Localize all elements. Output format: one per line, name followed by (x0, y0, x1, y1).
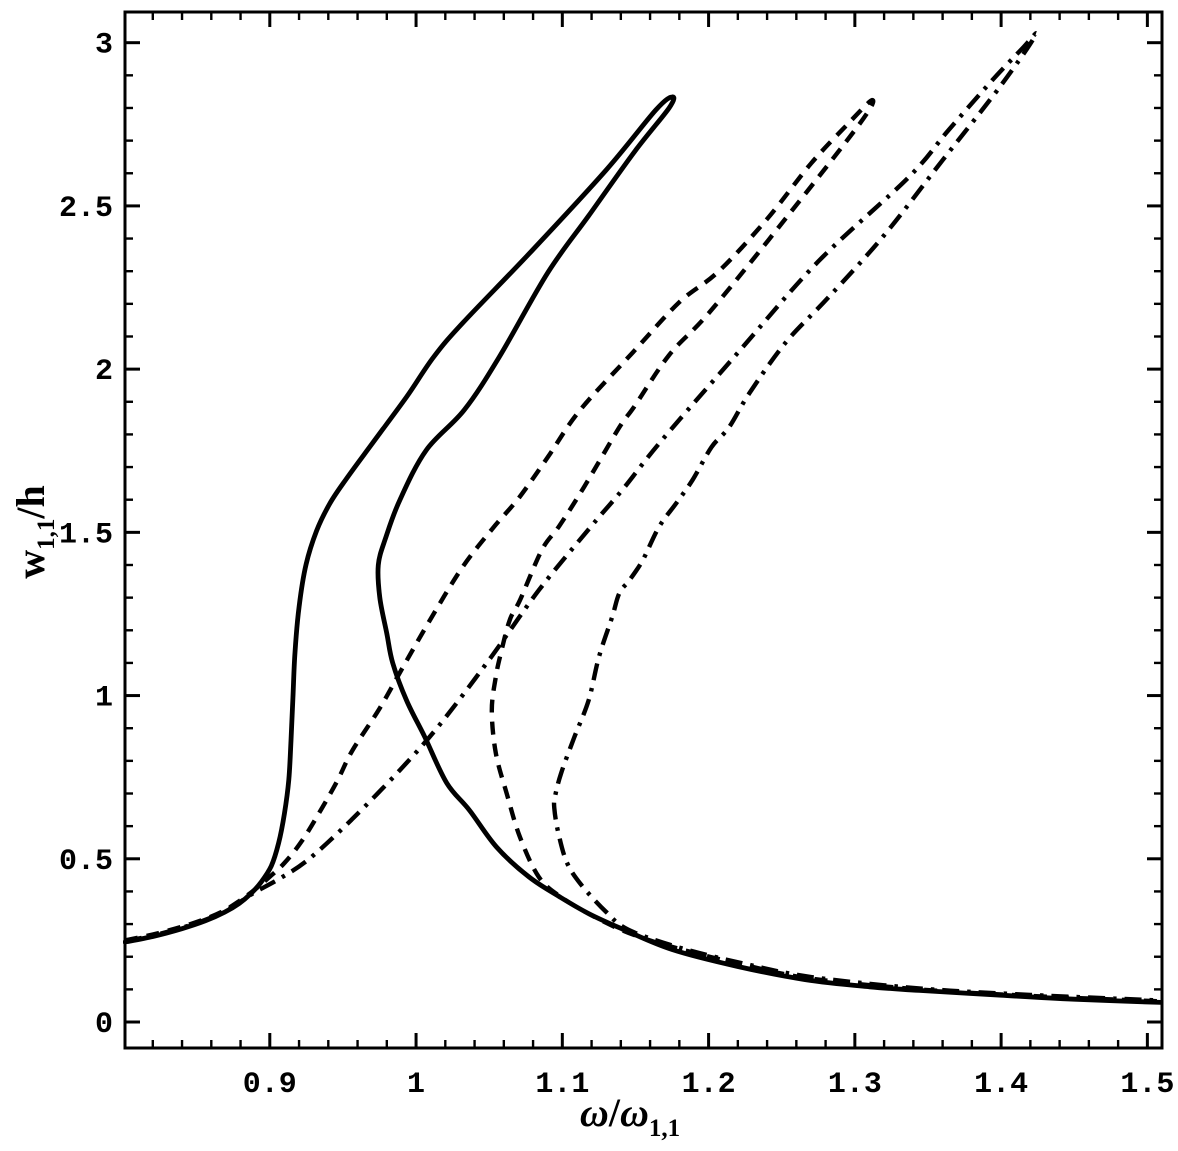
x-axis-title-subscript: 1,1 (649, 1115, 680, 1142)
x-tick-label: 0.9 (243, 1068, 297, 1102)
y-axis-title-subscript: 1,1 (33, 519, 60, 550)
x-axis-title-omega-denominator: ω (620, 1090, 649, 1135)
y-tick-label: 1.5 (59, 518, 113, 552)
y-axis-title: w1,1/h (8, 485, 60, 579)
y-axis-title-main: w (8, 550, 53, 579)
x-tick-label: 1 (407, 1068, 425, 1102)
y-axis-tick-labels: 0 0.5 1 1.5 2 2.5 3 (59, 29, 113, 1042)
y-tick-label: 0.5 (59, 845, 113, 879)
x-tick-label: 1.2 (682, 1068, 736, 1102)
x-tick-label: 1.5 (1120, 1068, 1174, 1102)
x-axis-tick-labels: 0.9 1 1.1 1.2 1.3 1.4 1.5 (243, 1068, 1175, 1102)
x-tick-label: 1.3 (828, 1068, 882, 1102)
y-tick-label: 2 (95, 355, 113, 389)
x-axis-title-omega: ω (580, 1090, 609, 1135)
y-tick-label: 1 (95, 682, 113, 716)
x-tick-label: 1.4 (974, 1068, 1028, 1102)
plot-frame (123, 10, 1164, 1050)
curve-dashed (124, 97, 1161, 1004)
x-tick-label: 1.1 (535, 1068, 589, 1102)
x-axis-title: ω/ω1,1 (580, 1090, 680, 1142)
y-tick-label: 0 (95, 1008, 113, 1042)
y-tick-label: 2.5 (59, 192, 113, 226)
x-axis-title-slash: / (608, 1090, 621, 1135)
curve-solid (123, 94, 1163, 1005)
curve-dash-dot (124, 30, 1161, 1003)
axis-ticks (125, 12, 1162, 1048)
y-tick-label: 3 (95, 29, 113, 63)
y-axis-title-suffix: /h (8, 485, 53, 519)
response-curves (123, 30, 1163, 1005)
